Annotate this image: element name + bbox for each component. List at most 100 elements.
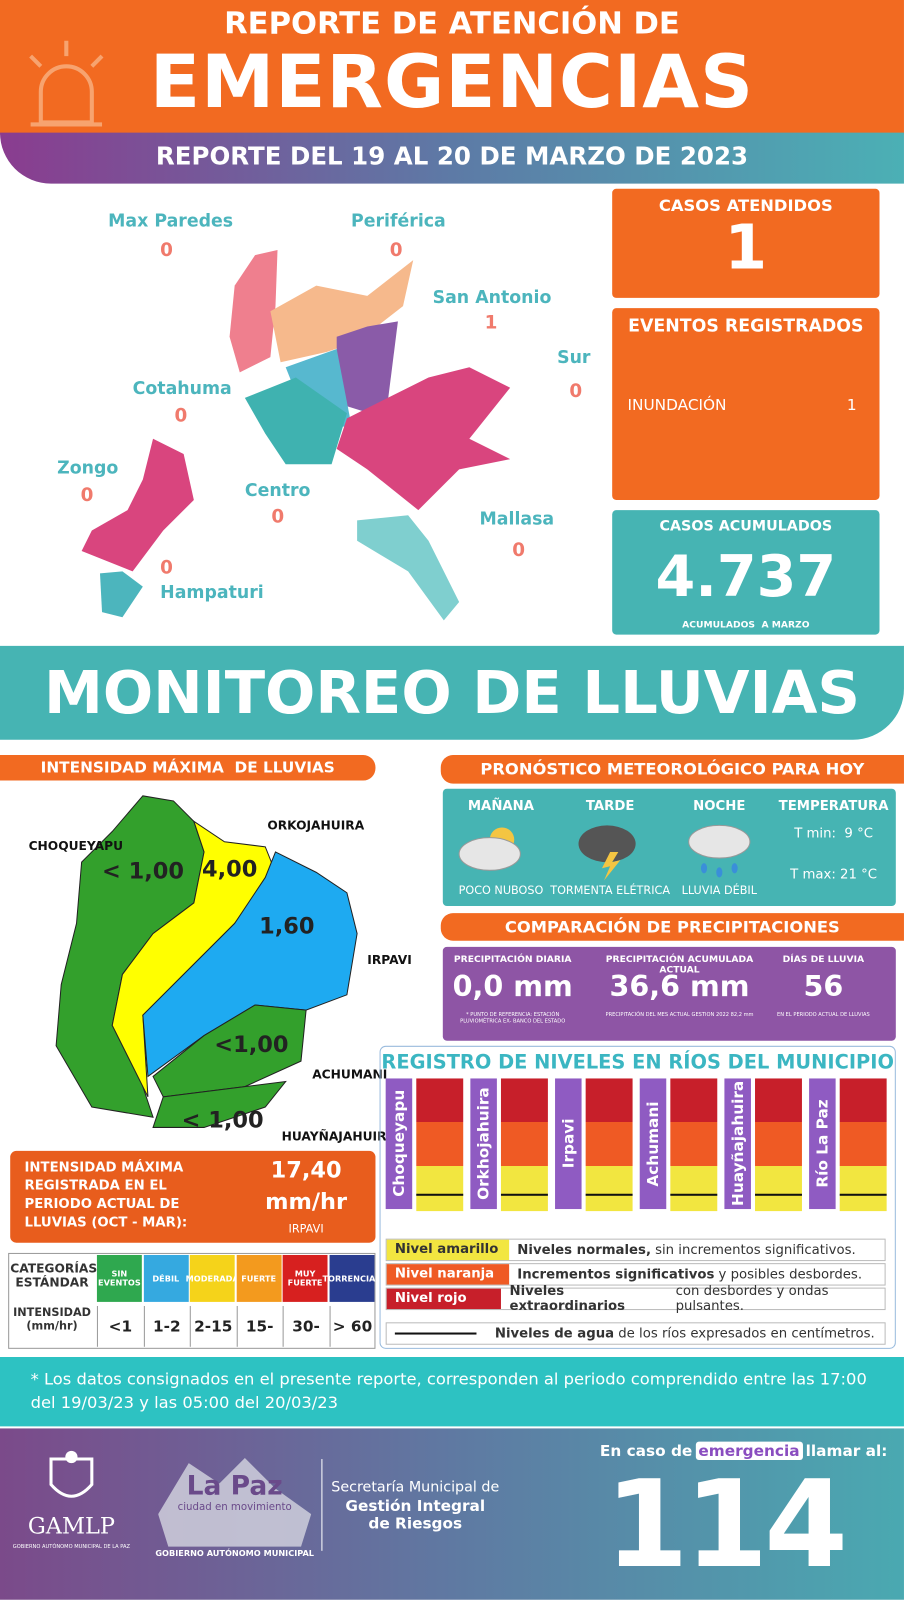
river-gauge <box>755 1078 802 1212</box>
legend-key: Nivel amarillo <box>386 1239 510 1261</box>
district-value: 0 <box>389 239 403 262</box>
river-name: Irpavi <box>555 1078 582 1210</box>
maximo-box <box>10 1150 376 1243</box>
call-key: emergencia <box>695 1441 803 1461</box>
river-gauge <box>585 1078 633 1212</box>
district-name: Centro <box>244 480 311 501</box>
legend-text-bold: Niveles de agua <box>494 1325 615 1342</box>
basin-value: 4,00 <box>202 857 258 883</box>
comparacion-label: PRECIPITACIÓN DIARIA <box>453 955 572 966</box>
basin-name: IRPAVI <box>367 952 412 968</box>
legend-key: Nivel rojo <box>386 1288 502 1310</box>
header-band <box>0 0 904 135</box>
period-description: POCO NUBOSO <box>458 883 544 897</box>
legend-text-rest: de los ríos expresados en centímetros. <box>618 1325 875 1342</box>
secretaria-line: Secretaría Municipal de <box>331 1479 500 1496</box>
district-name: Periférica <box>350 211 446 232</box>
district-name: San Antonio <box>432 287 552 309</box>
maximo-label: INTENSIDAD MÁXIMA REGISTRADA EN EL PERIO… <box>24 1160 188 1231</box>
basin-value: 1,60 <box>259 914 315 940</box>
acumulados-box <box>612 510 880 635</box>
basin-name: ACHUMANI <box>312 1067 388 1082</box>
maximo-value: 17,40 <box>270 1158 342 1184</box>
legend-row: Nivel naranja Incrementos significativos y… <box>385 1263 886 1286</box>
river-name: Orkhojahuira <box>470 1078 497 1210</box>
category-name: SIN EVENTOS <box>96 1254 142 1302</box>
lapaz-tag: ciudad en movimiento <box>177 1501 292 1514</box>
basin-value: < 1,00 <box>102 859 185 885</box>
river-level <box>839 1193 887 1196</box>
river-gauge <box>500 1078 548 1212</box>
gamlp-crest <box>49 1450 94 1498</box>
header-title: EMERGENCIAS <box>149 38 755 125</box>
river-level <box>670 1193 718 1196</box>
comparacion-title: COMPARACIÓN DE PRECIPITACIONES ACUMULADA… <box>440 913 904 964</box>
district-name: Mallasa <box>479 509 555 530</box>
period-band <box>0 132 904 184</box>
category-range: 30-45 <box>282 1305 329 1376</box>
period-name: MAÑANA <box>467 798 535 815</box>
river-gauge <box>670 1078 718 1212</box>
acumulados-note: ACUMULADOS A MARZO <box>682 620 810 631</box>
comparacion-label: DÍAS DE LLUVIA <box>782 955 865 966</box>
district-value: 0 <box>160 557 173 579</box>
river-gauge <box>416 1078 464 1212</box>
evento-name: INUNDACIÓN <box>627 395 727 415</box>
basin-map <box>55 795 358 1128</box>
river-level <box>585 1193 633 1196</box>
legend-text-rest: sin incrementos significativos. <box>655 1242 856 1258</box>
monitoreo-band <box>0 645 904 740</box>
secretaria-line: Gestión Integral <box>345 1496 486 1516</box>
secretaria-line: de Riesgos <box>368 1514 463 1533</box>
comparacion-note: PRECIPITACIÓN DEL MES ACTUAL GESTION 202… <box>605 1012 754 1019</box>
legend-key: Nivel naranja <box>386 1264 510 1285</box>
category-range: > 60 <box>329 1305 375 1347</box>
district-name: Zongo <box>57 458 119 479</box>
legend-text-bold: Niveles extraordinarios <box>509 1283 626 1315</box>
siren-icon <box>29 40 104 127</box>
basin-value: < 1,00 <box>181 1108 264 1134</box>
categorias-table <box>8 1252 376 1349</box>
lapaz-logo <box>158 1458 312 1547</box>
district-name: Cotahuma <box>132 378 232 399</box>
legend-row: Niveles de agua de los ríos expresados en… <box>385 1322 886 1345</box>
category-range: <1 <box>96 1305 143 1347</box>
category-name: TORRENCIAL <box>322 1254 381 1302</box>
comparacion-label: PRECIPITACIÓN ACUMULADA ACTUAL <box>605 955 754 976</box>
district-name: Max Paredes <box>108 211 234 232</box>
gamlp-sub: GOBIERNO AUTÓNOMO MUNICIPAL DE LA PAZ <box>12 1543 131 1550</box>
period-description: LLUVIA DÉBIL <box>681 883 757 897</box>
legend-row: Nivel amarillo Niveles normales, sin incre… <box>385 1238 886 1262</box>
legend-line <box>394 1332 477 1335</box>
river-name: Huayñajahuira <box>724 1078 751 1210</box>
district-map <box>81 249 511 621</box>
basin-name: ORKOJAHUIRA <box>267 818 365 833</box>
gov: GOBIERNO AUTÓNOMO MUNICIPAL <box>155 1548 314 1558</box>
evento-value: 1 <box>846 395 857 415</box>
category-range: 1-2 <box>143 1305 189 1347</box>
river-level <box>500 1193 548 1196</box>
categorias-row-label: INTENSIDAD (mm/hr) <box>13 1305 91 1333</box>
lapaz: La Paz <box>186 1471 283 1502</box>
basin-name: CHOQUEYAPU <box>28 838 124 853</box>
header-kicker: REPORTE DE ATENCIÓN DE <box>224 6 680 42</box>
district-name: Hampaturi <box>160 582 264 603</box>
category-range: 15-30 <box>236 1305 282 1376</box>
comparacion-note: * PUNTO DE REFERENCIA: ESTACIÓN PLUVIOMÉ… <box>460 1012 566 1025</box>
casos-atendidos-box <box>612 188 880 298</box>
district-value: 1 <box>484 312 498 334</box>
river-level <box>416 1193 464 1196</box>
call-pre: En caso de <box>599 1441 693 1461</box>
footnote: * Los datos consignados en el presente r… <box>30 1369 867 1413</box>
casos-atendidos-value: 1 <box>724 212 768 284</box>
district-value: 0 <box>569 380 583 402</box>
eventos-label: EVENTOS REGISTRADOS <box>628 316 864 337</box>
district-name: Sur <box>557 347 591 369</box>
footer-divider <box>321 1459 323 1551</box>
legend-row: Nivel rojo Niveles extraordinarios con des… <box>385 1284 886 1314</box>
river-gauge <box>839 1078 887 1212</box>
category-name: FUERTE <box>236 1254 282 1302</box>
eventos-box <box>612 308 880 500</box>
comparacion-value: 36,6 mm <box>609 969 750 1003</box>
